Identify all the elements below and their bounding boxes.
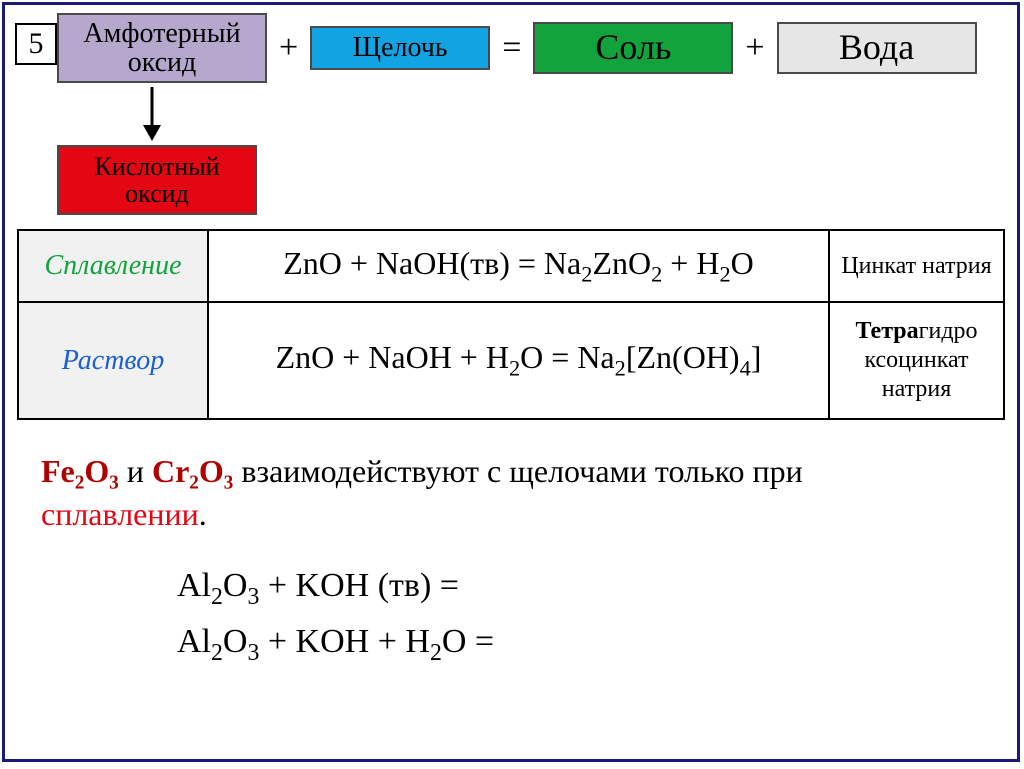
slide-number: 5 [29, 27, 44, 61]
note-rest1: взаимодействуют с щелочами только при [233, 453, 802, 489]
tile-alkali: Щелочь [310, 26, 490, 70]
note-fe2o3: Fe₂O₃ [41, 453, 119, 489]
row-label-solution: Раствор [18, 302, 208, 418]
row-product-solution: Тетрагидро ксоцинкат натрия [829, 302, 1004, 418]
extra-equation-2: Al2O3 + KOH + H2O = [177, 616, 1005, 671]
extra-equations: Al2O3 + KOH (тв) = Al2O3 + KOH + H2O = [17, 560, 1005, 671]
tile-acid-oxide: Кислотный оксид [57, 145, 257, 215]
note-fusion-word: сплавлении [41, 496, 199, 532]
note-cr2o3: Cr₂O₃ [152, 453, 233, 489]
tile-water-label: Вода [839, 29, 914, 67]
equation-row: Амфотерный оксид + Щелочь = Соль + Вода [57, 13, 1005, 83]
table-row: Сплавление ZnO + NaOH(тв) = Na2ZnO2 + H2… [18, 230, 1004, 302]
tile-water: Вода [777, 22, 977, 74]
extra-equation-1: Al2O3 + KOH (тв) = [177, 560, 1005, 615]
slide-number-box: 5 [15, 23, 57, 65]
row-product-fusion: Цинкат натрия [829, 230, 1004, 302]
reactions-table: Сплавление ZnO + NaOH(тв) = Na2ZnO2 + H2… [17, 229, 1005, 420]
tile-salt-label: Соль [595, 29, 671, 67]
row-equation-fusion: ZnO + NaOH(тв) = Na2ZnO2 + H2O [208, 230, 829, 302]
note-paragraph: Fe₂O₃ и Cr₂O₃ взаимодействуют с щелочами… [17, 450, 1005, 536]
note-and: и [119, 453, 152, 489]
arrow-down-icon [137, 87, 167, 141]
acid-oxide-wrap: Кислотный оксид [57, 145, 1005, 215]
note-period: . [199, 496, 207, 532]
operator-plus-1: + [277, 29, 300, 67]
tile-amphoteric-oxide: Амфотерный оксид [57, 13, 267, 83]
operator-plus-2: + [743, 29, 766, 67]
tile-salt: Соль [533, 22, 733, 74]
tile-alkali-label: Щелочь [353, 33, 448, 62]
row-equation-solution: ZnO + NaOH + H2O = Na2[Zn(OH)4] [208, 302, 829, 418]
table-row: Раствор ZnO + NaOH + H2O = Na2[Zn(OH)4] … [18, 302, 1004, 418]
operator-equals: = [500, 29, 523, 67]
arrow-down [137, 87, 1005, 141]
tile-acid-oxide-label: Кислотный оксид [65, 153, 249, 208]
tile-amphoteric-label: Амфотерный оксид [65, 19, 259, 78]
slide-frame: 5 Амфотерный оксид + Щелочь = Соль + Вод… [2, 2, 1020, 762]
row-label-fusion: Сплавление [18, 230, 208, 302]
